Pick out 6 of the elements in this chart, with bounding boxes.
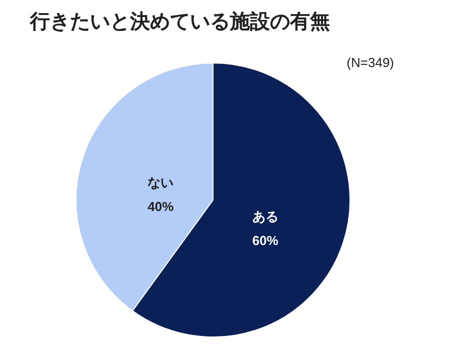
- slice-label: ない: [148, 175, 174, 190]
- chart-title: 行きたいと決めている施設の有無: [30, 8, 330, 35]
- text: (N=349): [346, 55, 394, 70]
- slice-label: ある: [252, 208, 278, 224]
- data-label: 60%: [252, 232, 279, 248]
- data-label: 40%: [148, 199, 174, 214]
